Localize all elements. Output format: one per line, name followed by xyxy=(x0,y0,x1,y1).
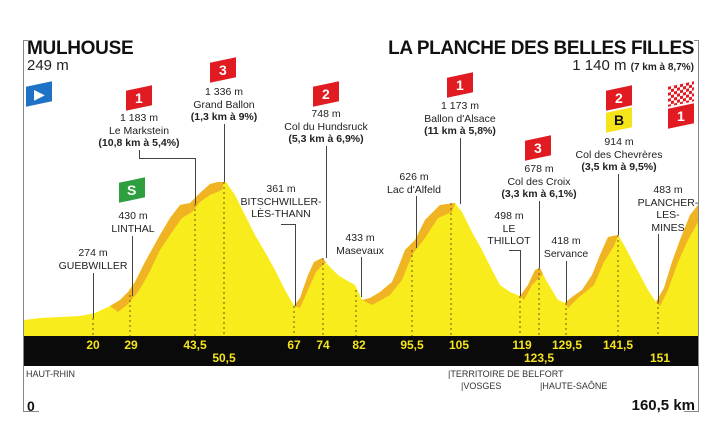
town-label-masevaux: 433 m Masevaux xyxy=(336,232,384,257)
km-marker: 141,5 xyxy=(602,338,634,352)
department-haut-rhin: HAUT-RHIN xyxy=(26,369,75,379)
km-marker: 105 xyxy=(448,338,470,352)
km-marker: 43,5 xyxy=(183,338,207,352)
leader-line xyxy=(539,201,540,268)
km-marker: 151 xyxy=(649,351,671,365)
km-marker: 74 xyxy=(316,338,330,352)
climb-grand-ballon xyxy=(190,182,224,212)
department-vosges: |VOSGES xyxy=(461,381,502,391)
town-label-linthal: 430 m LINTHAL xyxy=(111,210,155,235)
leader-line xyxy=(139,158,195,159)
km-marker: 123,5 xyxy=(523,351,555,365)
leader-line xyxy=(460,138,461,204)
town-label-servance: 418 m Servance xyxy=(543,235,589,260)
km-marker: 67 xyxy=(287,338,301,352)
leader-line xyxy=(416,196,417,248)
leader-line xyxy=(224,124,225,182)
leader-line xyxy=(132,236,133,296)
department-haute-saone: |HAUTE-SAÔNE xyxy=(540,381,608,391)
leader-line xyxy=(195,158,196,204)
frame-right-tick xyxy=(694,40,699,41)
finish-town-title: LA PLANCHE DES BELLES FILLES xyxy=(388,38,694,59)
km-marker: 95,5 xyxy=(400,338,424,352)
leader-line xyxy=(139,150,140,158)
leader-line xyxy=(295,224,296,306)
distance-start: 0 xyxy=(27,398,35,414)
leader-line xyxy=(566,261,567,303)
town-label-bitschwiller: 361 m BITSCHWILLER- LÈS-THANN xyxy=(240,183,322,220)
climb-croix xyxy=(520,268,543,300)
frame-left-tick xyxy=(23,40,28,41)
climb-markstein xyxy=(110,203,192,312)
frame-right-tick xyxy=(684,411,699,412)
climb-chevreres xyxy=(565,235,618,308)
town-label-le-thillot: 498 m LE THILLOT xyxy=(487,210,531,247)
frame-right xyxy=(698,40,699,412)
climb-label-ballon-alsace: 1 173 m Ballon d'Alsace (11 km à 5,8%) xyxy=(424,100,496,137)
finish-climb-detail: (7 km à 8,7%) xyxy=(630,62,694,73)
leader-line xyxy=(361,257,362,297)
start-town-title: MULHOUSE xyxy=(27,38,134,59)
finish-altitude: 1 140 m (7 km à 8,7%) xyxy=(572,57,694,74)
leader-line xyxy=(281,224,295,225)
km-marker: 119 xyxy=(512,338,532,352)
climb-alsace xyxy=(362,203,455,305)
leader-line xyxy=(520,250,521,296)
leader-line xyxy=(326,146,327,258)
km-dotted-lines xyxy=(92,182,659,336)
climb-planche xyxy=(656,205,698,306)
km-marker: 29 xyxy=(124,338,138,352)
leader-line xyxy=(509,250,520,251)
climb-label-col-des-croix: 678 m Col des Croix (3,3 km à 6,1%) xyxy=(501,163,577,200)
department-territoire-de-belfort: |TERRITOIRE DE BELFORT xyxy=(448,369,564,379)
km-marker: 82 xyxy=(352,338,366,352)
climb-hundsruck xyxy=(294,258,326,308)
leader-line xyxy=(93,273,94,318)
km-marker: 50,5 xyxy=(212,351,236,365)
town-label-plancher-les-mines: 483 m PLANCHER- LES- MINES xyxy=(637,184,699,234)
frame-left xyxy=(23,40,24,412)
distance-total: 160,5 km xyxy=(631,397,695,414)
town-label-guebwiller: 274 m GUEBWILLER xyxy=(58,247,128,272)
climb-label-hundsruck: 748 m Col du Hundsruck (5,3 km à 6,9%) xyxy=(284,108,368,145)
km-marker: 20 xyxy=(86,338,100,352)
leader-line xyxy=(658,234,659,302)
start-altitude: 249 m xyxy=(27,57,69,74)
km-bar xyxy=(24,336,698,366)
town-label-lac-alfeld: 626 m Lac d'Alfeld xyxy=(387,171,441,196)
leader-line xyxy=(618,174,619,235)
climb-label-markstein: 1 183 m Le Markstein (10,8 km à 5,4%) xyxy=(98,112,180,149)
km-marker: 129,5 xyxy=(551,338,583,352)
frame-left-tick xyxy=(23,411,39,412)
climb-label-col-des-chevreres: 914 m Col des Chevrères (3,5 km à 9,5%) xyxy=(575,136,663,173)
profile-fill xyxy=(24,182,698,336)
climb-label-grand-ballon: 1 336 m Grand Ballon (1,3 km à 9%) xyxy=(190,86,258,123)
